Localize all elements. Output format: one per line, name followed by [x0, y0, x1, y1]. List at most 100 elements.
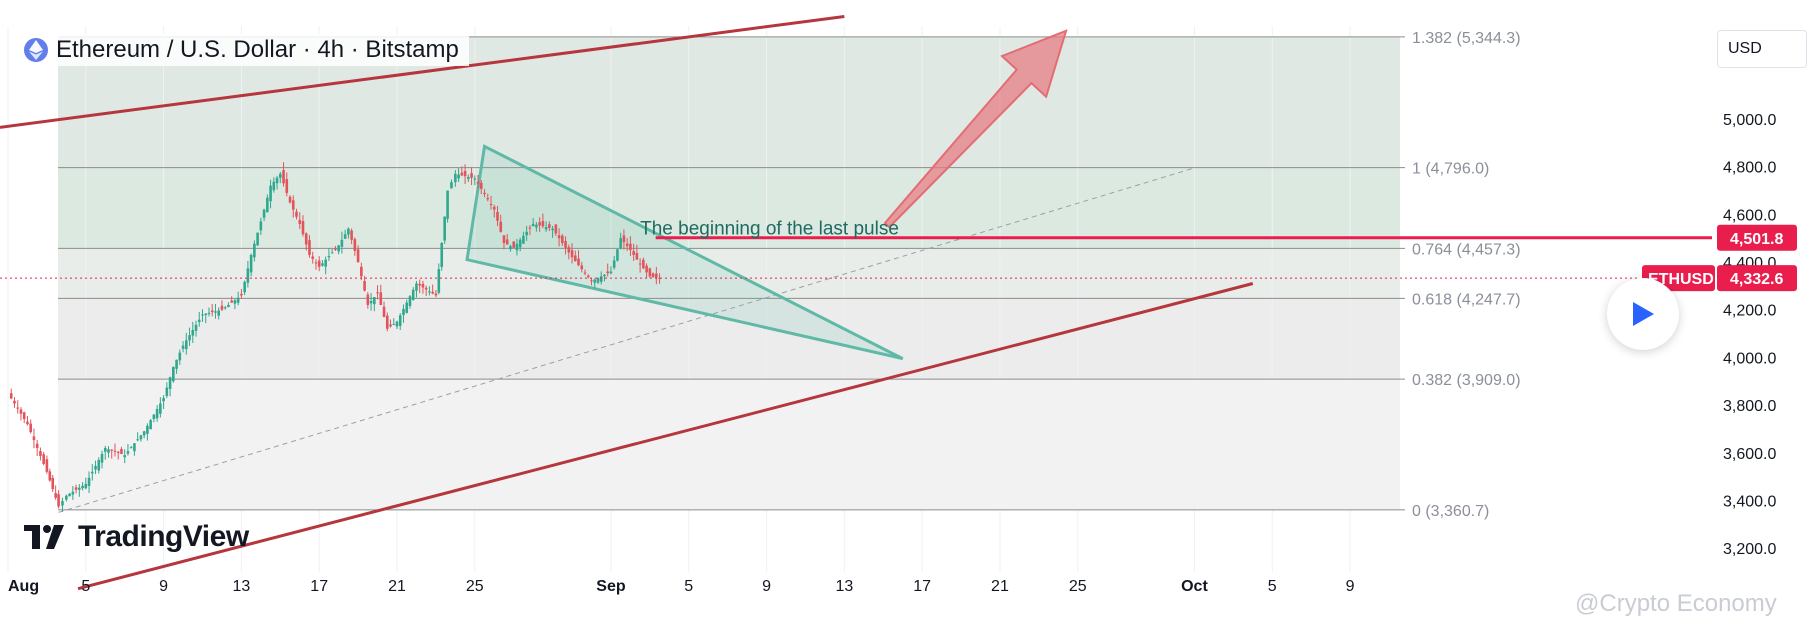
candle-body — [45, 459, 49, 472]
candle-body — [622, 235, 626, 243]
annotation-text: The beginning of the last pulse — [640, 219, 899, 240]
candle-body — [256, 232, 259, 246]
candle-body — [638, 263, 642, 265]
candle-body — [467, 177, 470, 179]
candle-body — [479, 182, 483, 189]
candle-body — [557, 235, 561, 239]
candle-body — [301, 221, 305, 235]
candle-body — [655, 273, 658, 278]
candle-body — [509, 246, 512, 250]
candle-body — [593, 279, 597, 283]
candle-body — [191, 329, 195, 336]
candle-body — [269, 185, 272, 202]
candle-body — [133, 443, 136, 452]
x-tick-label: 21 — [991, 578, 1009, 595]
candle-body — [440, 242, 444, 268]
candle-body — [632, 251, 635, 255]
candle-body — [230, 300, 233, 303]
candle-body — [350, 230, 353, 240]
candle-body — [61, 501, 64, 506]
candle-body — [194, 324, 198, 331]
candle-body — [470, 173, 473, 178]
candle-body — [107, 449, 110, 453]
current-price-value: 4,332.6 — [1730, 271, 1783, 288]
x-tick-label: Sep — [596, 578, 626, 595]
fib-label: 0.382 (3,909.0) — [1412, 372, 1521, 389]
currency-selector[interactable]: USD — [1717, 30, 1807, 68]
candle-body — [389, 324, 392, 327]
symbol-label: ETHUSD — [1648, 271, 1714, 288]
channel-upper — [0, 14, 845, 129]
candle-body — [353, 239, 357, 251]
candle-body — [90, 471, 94, 474]
candle-body — [531, 223, 535, 227]
candle-body — [35, 443, 39, 449]
fib-label: 0.764 (4,457.3) — [1412, 241, 1521, 258]
candle-body — [528, 227, 532, 229]
candle-body — [596, 277, 600, 283]
ethereum-icon — [24, 38, 48, 62]
candle-body — [499, 221, 503, 232]
candle-body — [648, 268, 652, 277]
candle-body — [658, 277, 661, 279]
candle-body — [476, 181, 480, 184]
candle-body — [489, 203, 493, 205]
candle-body — [129, 447, 133, 449]
candle-body — [535, 224, 538, 228]
candle-body — [541, 221, 545, 227]
candle-body — [551, 228, 554, 231]
candle-body — [184, 340, 188, 350]
candle-body — [525, 231, 528, 236]
candle-body — [583, 272, 587, 274]
tradingview-logo[interactable]: TradingView — [24, 520, 249, 554]
y-tick-label: 4,800.0 — [1723, 160, 1776, 177]
candle-body — [512, 241, 515, 248]
candle-body — [266, 197, 269, 213]
candle-body — [214, 311, 217, 313]
candle-body — [379, 292, 383, 305]
fib-label: 1 (4,796.0) — [1412, 161, 1489, 178]
play-button[interactable] — [1607, 278, 1679, 350]
x-tick-label: 9 — [762, 578, 771, 595]
candle-body — [155, 409, 159, 419]
candle-body — [515, 243, 519, 251]
candle-body — [13, 400, 16, 404]
x-tick-label: 5 — [684, 578, 693, 595]
candle-body — [288, 196, 292, 203]
candle-body — [443, 216, 446, 241]
candle-body — [162, 397, 165, 402]
candle-body — [84, 483, 88, 489]
candle-body — [437, 269, 441, 293]
candle-body — [253, 243, 256, 258]
y-tick-label: 3,600.0 — [1723, 446, 1776, 463]
x-tick-label: 9 — [159, 578, 168, 595]
candle-body — [385, 315, 389, 329]
candle-body — [78, 487, 81, 490]
candle-body — [68, 493, 71, 497]
candle-body — [304, 233, 308, 245]
candle-body — [518, 239, 522, 248]
symbol-title[interactable]: Ethereum / U.S. Dollar · 4h · Bitstamp — [18, 34, 469, 66]
price-label-box — [1717, 224, 1797, 251]
candle-body — [434, 293, 438, 296]
candle-body — [460, 172, 464, 176]
candle-body — [347, 228, 350, 235]
candle-body — [259, 221, 263, 231]
play-icon — [1633, 302, 1654, 326]
candle-body — [197, 319, 201, 323]
candle-body — [146, 425, 149, 434]
candle-body — [619, 238, 622, 249]
candle-body — [32, 436, 36, 441]
candle-body — [629, 243, 632, 251]
candle-body — [54, 493, 57, 498]
candle-body — [285, 179, 289, 193]
fib-zone — [58, 167, 1400, 249]
y-tick-label: 4,200.0 — [1723, 303, 1776, 320]
x-tick-label: 17 — [913, 578, 931, 595]
candle-body — [159, 403, 162, 414]
candle-body — [42, 454, 45, 464]
fib-zone — [58, 248, 1400, 299]
current-price-box — [1717, 265, 1797, 292]
fib-zone — [58, 379, 1400, 510]
